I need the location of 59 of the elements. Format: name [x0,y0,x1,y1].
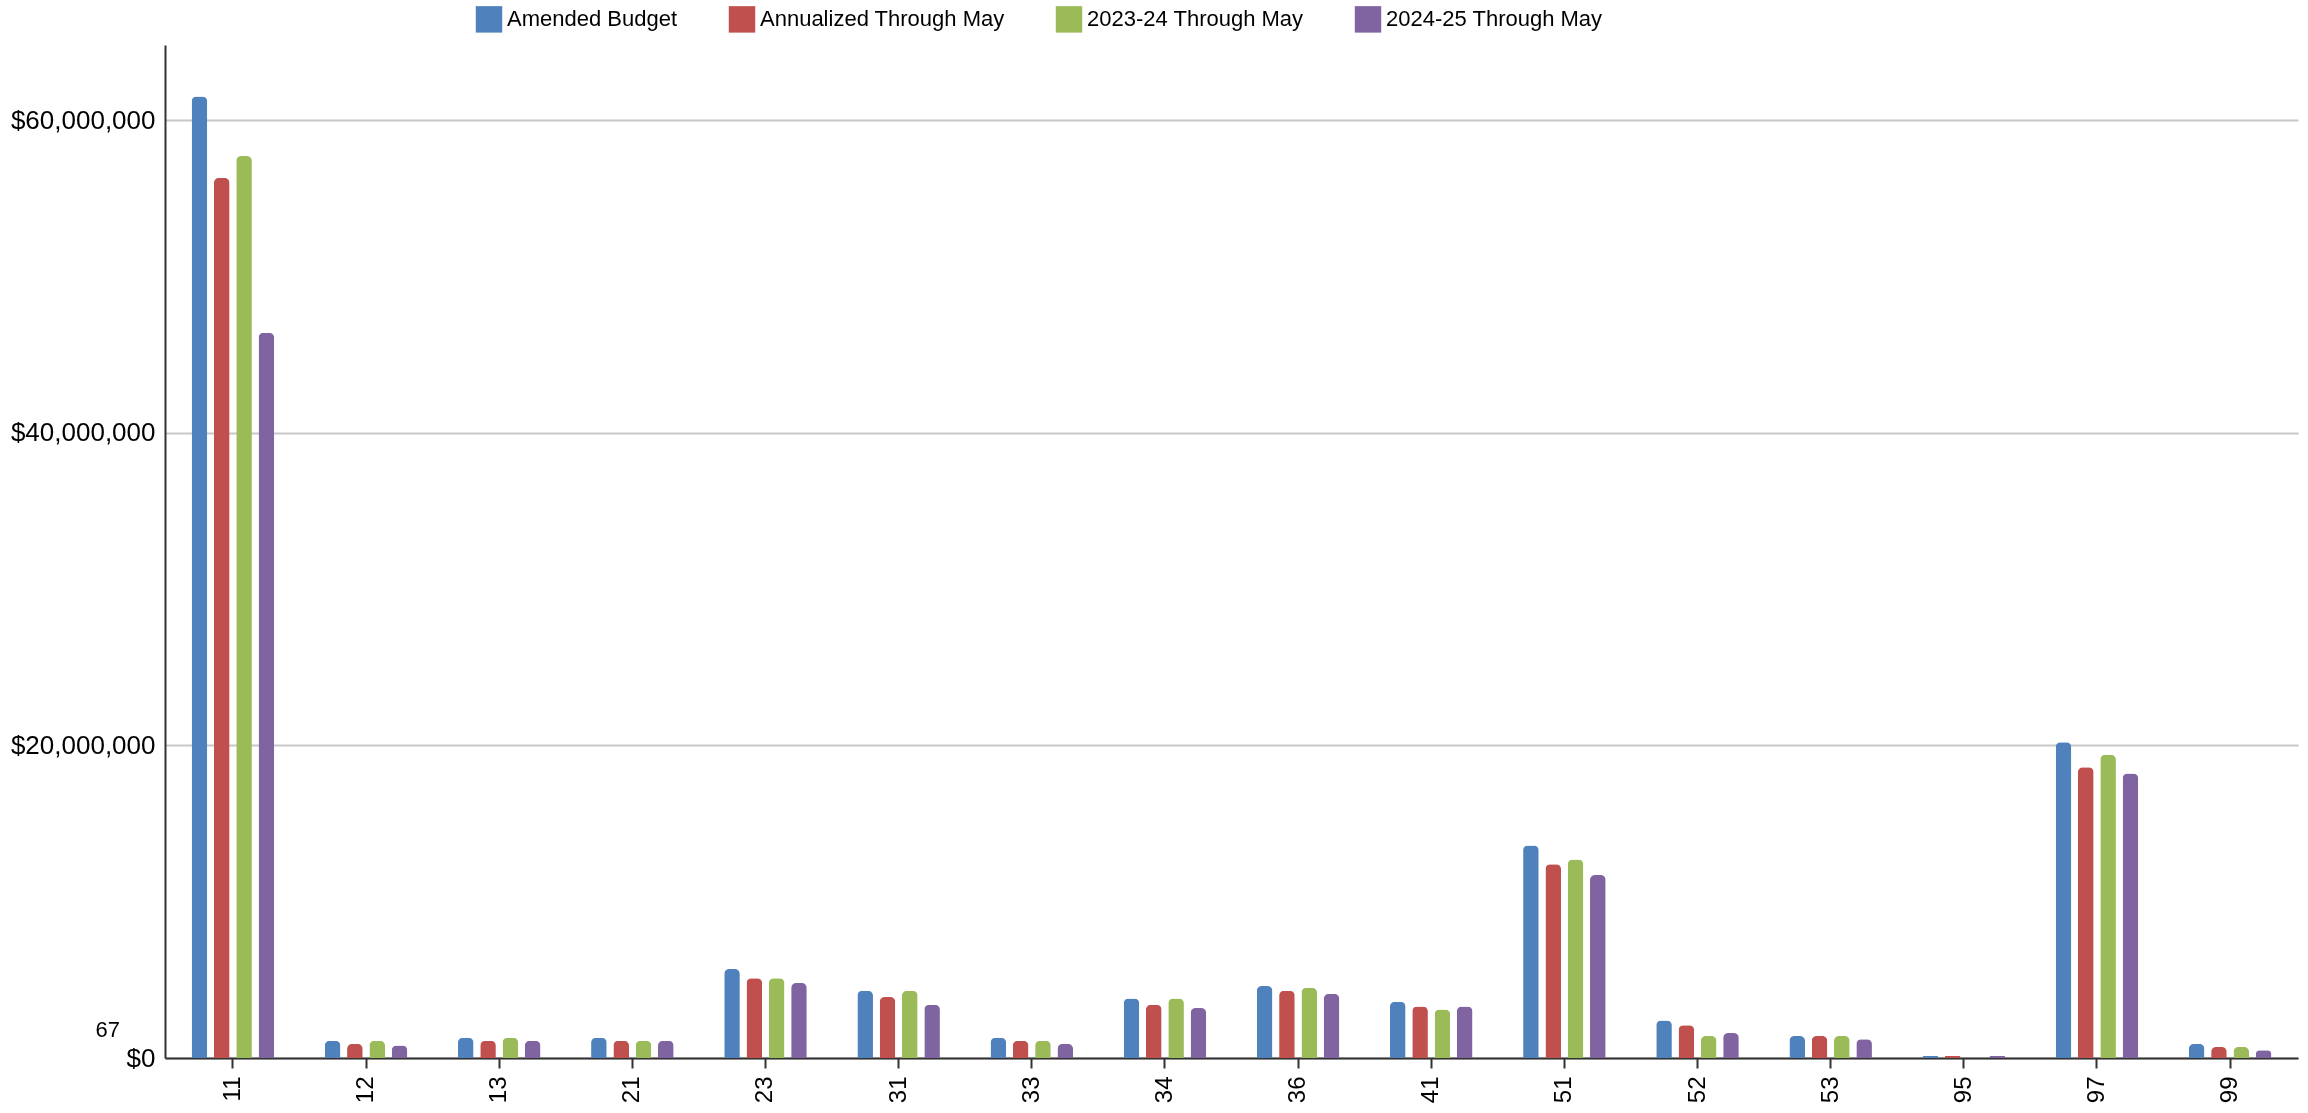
y-tick-label: $60,000,000 [10,104,156,135]
bar [635,1040,652,1058]
x-tick-label: 53 [1815,1076,1843,1104]
bar [2055,742,2072,1058]
bar [1545,864,1562,1058]
x-tick-label: 97 [2081,1076,2109,1104]
bar [2077,767,2094,1058]
bar [1323,993,1340,1058]
bar [1456,1006,1473,1058]
bar [1012,1040,1029,1058]
x-tick-label: 51 [1549,1076,1577,1104]
bar [324,1040,341,1058]
bar [768,978,785,1058]
bar [1811,1036,1828,1058]
bar [658,1040,674,1058]
y-tick-label: $20,000,000 [10,729,156,760]
x-tick-label: 99 [2215,1076,2243,1104]
x-tick-label: 33 [1016,1076,1044,1104]
bar [213,177,230,1058]
bar [2122,773,2139,1058]
x-tick-label: 23 [750,1076,778,1104]
bar [1256,986,1273,1058]
x-tick-label: 21 [617,1076,645,1104]
bar [1700,1036,1717,1058]
x-tick-label: 41 [1416,1076,1444,1104]
bar [1678,1025,1695,1058]
bar [457,1037,474,1058]
bar [879,997,896,1058]
x-tick-label: 12 [351,1076,379,1104]
bar [1389,1001,1406,1058]
legend-label: 2024-25 Through May [1386,6,1603,32]
bar [191,96,208,1058]
bar [1434,1009,1451,1058]
y-tick-label: $40,000,000 [10,417,156,448]
legend-label: Annualized Through May [760,6,1005,32]
y-tick-label: $0 [126,1042,156,1073]
bar [746,978,763,1058]
text: 67 [95,1017,120,1042]
bar [502,1037,519,1058]
bar [369,1040,386,1058]
bar [524,1040,541,1058]
bar [1567,859,1584,1058]
bar [258,332,275,1058]
x-tick-label: 13 [484,1076,512,1104]
x-tick-label: 36 [1283,1076,1311,1104]
bar [236,155,252,1058]
bar [1190,1007,1207,1058]
x-tick-label: 52 [1682,1076,1710,1104]
bar [1301,987,1318,1058]
bar [901,990,918,1058]
bar [1123,998,1140,1058]
bar [1145,1004,1162,1058]
x-tick-label: 95 [1948,1076,1976,1104]
legend-label: Amended Budget [507,6,678,32]
bar [990,1037,1007,1058]
x-tick-label: 31 [883,1076,911,1104]
legend-label: 2023-24 Through May [1087,6,1304,32]
x-tick-label: 11 [217,1076,245,1102]
x-tick-label: 34 [1149,1076,1177,1104]
